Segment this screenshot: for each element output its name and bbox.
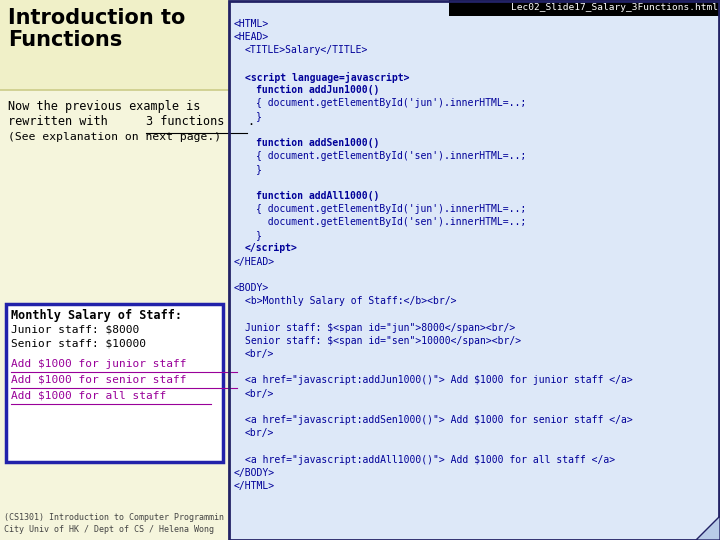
Text: .: . [247,115,254,128]
Text: function addJun1000(): function addJun1000() [256,85,379,95]
Text: { document.getElementById('sen').innerHTML=..;: { document.getElementById('sen').innerHT… [256,151,526,161]
Text: <a href="javascript:addSen1000()"> Add $1000 for senior staff </a>: <a href="javascript:addSen1000()"> Add $… [245,415,633,425]
Text: <HEAD>: <HEAD> [234,32,269,42]
Text: <b>Monthly Salary of Staff:</b><br/>: <b>Monthly Salary of Staff:</b><br/> [245,296,456,306]
Text: }: } [256,111,262,122]
Text: }: } [256,164,262,174]
Text: </HTML>: </HTML> [234,481,275,491]
Text: document.getElementById('sen').innerHTML=..;: document.getElementById('sen').innerHTML… [256,217,526,227]
Bar [0,0,229,90]
Text: Add $1000 for senior staff: Add $1000 for senior staff [11,375,186,385]
Text: function addAll1000(): function addAll1000() [256,191,379,201]
Text: <a href="javascript:addJun1000()"> Add $1000 for junior staff </a>: <a href="javascript:addJun1000()"> Add $… [245,375,633,386]
Bar [229,1,719,540]
Text: Add $1000 for junior staff: Add $1000 for junior staff [11,359,186,369]
Text: Add $1000 for all staff: Add $1000 for all staff [11,391,166,401]
Bar [0,0,229,540]
Text: <script language=javascript>: <script language=javascript> [245,72,410,83]
Text: Lec02_Slide17_Salary_3Functions.html: Lec02_Slide17_Salary_3Functions.html [511,3,718,12]
Text: rewritten with: rewritten with [8,115,115,128]
Polygon shape [696,516,720,540]
Text: <br/>: <br/> [245,428,274,438]
Text: Now the previous example is: Now the previous example is [8,100,200,113]
Text: </HEAD>: </HEAD> [234,256,275,267]
Text: Senior staff: $10000: Senior staff: $10000 [11,339,146,349]
Bar [449,0,720,16]
Text: function addSen1000(): function addSen1000() [256,138,379,148]
Text: Senior staff: $<span id="sen">10000</span><br/>: Senior staff: $<span id="sen">10000</spa… [245,336,521,346]
Text: (CS1301) Introduction to Computer Programmin
City Univ of HK / Dept of CS / Hele: (CS1301) Introduction to Computer Progra… [4,513,224,534]
Text: { document.getElementById('jun').innerHTML=..;: { document.getElementById('jun').innerHT… [256,98,526,108]
Text: Introduction to: Introduction to [8,8,185,28]
Text: Monthly Salary of Staff:: Monthly Salary of Staff: [11,309,182,322]
Bar [6,304,223,462]
Text: 3 functions: 3 functions [146,115,224,128]
Text: </script>: </script> [245,244,298,253]
Text: <BODY>: <BODY> [234,283,269,293]
Text: <br/>: <br/> [245,349,274,359]
Text: <HTML>: <HTML> [234,19,269,29]
Text: <br/>: <br/> [245,389,274,399]
Text: { document.getElementById('jun').innerHTML=..;: { document.getElementById('jun').innerHT… [256,204,526,214]
Text: Junior staff: $<span id="jun">8000</span><br/>: Junior staff: $<span id="jun">8000</span… [245,322,516,333]
Text: <TITLE>Salary</TITLE>: <TITLE>Salary</TITLE> [245,45,369,56]
Text: </BODY>: </BODY> [234,468,275,478]
Text: <a href="javascript:addAll1000()"> Add $1000 for all staff </a>: <a href="javascript:addAll1000()"> Add $… [245,455,615,464]
Text: }: } [256,230,262,240]
Text: Junior staff: $8000: Junior staff: $8000 [11,325,139,335]
Text: Functions: Functions [8,30,122,50]
Bar [229,0,720,540]
Text: (See explanation on next page.): (See explanation on next page.) [8,132,221,142]
